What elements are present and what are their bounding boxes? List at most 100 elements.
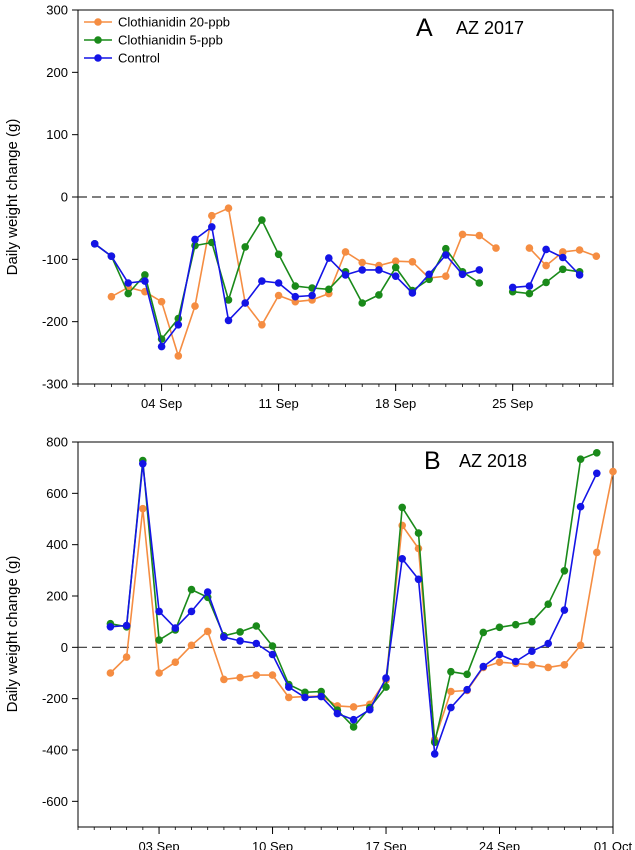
data-point-clothianidin-20-ppb (174, 352, 183, 360)
data-point-clothianidin-20-ppb (475, 231, 484, 240)
data-point-clothianidin-20-ppb (492, 244, 500, 252)
data-point-control (285, 683, 293, 691)
data-point-control (333, 709, 342, 718)
data-point-control (224, 316, 233, 325)
data-point-control (414, 575, 423, 584)
data-point-clothianidin-5-ppb (155, 636, 163, 644)
data-point-control (442, 251, 450, 259)
panel-a-x-tick-label: 25 Sep (492, 396, 533, 411)
data-point-clothianidin-5-ppb (442, 244, 450, 253)
data-point-clothianidin-5-ppb (398, 503, 407, 512)
data-point-control (241, 299, 249, 307)
panel-a-x-tick-label: 04 Sep (141, 396, 182, 411)
data-point-control (458, 270, 467, 279)
data-point-clothianidin-20-ppb (106, 669, 115, 677)
data-point-control (122, 621, 131, 630)
data-point-control (544, 639, 552, 648)
panel-a-y-axis-label: Daily weight change (g) (4, 119, 21, 276)
data-point-control (430, 750, 439, 758)
panel-b-x-tick-label: 10 Sep (252, 839, 293, 850)
panel-b-y-tick-label: 0 (61, 640, 68, 655)
data-point-control (141, 277, 149, 285)
panel-b-y-tick-label: 400 (46, 537, 68, 552)
data-point-control (341, 271, 350, 279)
data-point-control (252, 639, 261, 648)
data-point-clothianidin-20-ppb (528, 661, 536, 669)
data-point-clothianidin-20-ppb (544, 663, 552, 672)
data-point-control (155, 607, 163, 616)
data-point-clothianidin-20-ppb (258, 321, 266, 329)
data-point-clothianidin-5-ppb (241, 243, 249, 251)
data-point-control (157, 342, 166, 351)
panel-b-y-tick-label: -200 (42, 691, 68, 706)
series-line-clothianidin-5-ppb (94, 219, 480, 340)
panel-b-series-control (106, 460, 601, 758)
data-point-control (375, 266, 383, 274)
legend-label-clothianidin-20-ppb: Clothianidin 20-ppb (118, 15, 230, 30)
panel-a-title: AZ 2017 (456, 18, 524, 38)
data-point-control (274, 279, 283, 287)
panel-a-series-clothianidin-20-ppb (107, 204, 601, 360)
data-point-clothianidin-5-ppb (528, 617, 536, 626)
data-point-clothianidin-5-ppb (124, 289, 132, 298)
data-point-control (479, 662, 488, 671)
data-point-clothianidin-5-ppb (495, 623, 504, 632)
data-point-clothianidin-20-ppb (414, 544, 423, 553)
data-point-clothianidin-5-ppb (224, 296, 233, 304)
data-point-control (187, 607, 196, 616)
panel-b-x-tick-label: 17 Sep (365, 839, 406, 850)
data-point-clothianidin-20-ppb (268, 671, 277, 679)
legend-marker-control (94, 54, 102, 62)
data-point-clothianidin-5-ppb (252, 622, 261, 630)
data-point-control (220, 633, 228, 641)
data-point-clothianidin-5-ppb (511, 620, 520, 629)
data-point-control (528, 647, 536, 655)
data-point-control (366, 705, 374, 714)
data-point-clothianidin-20-ppb (187, 641, 196, 650)
data-point-clothianidin-20-ppb (442, 272, 450, 281)
data-point-clothianidin-5-ppb (141, 271, 149, 279)
panel-a-y-tick-label: 300 (46, 3, 68, 18)
panel-a-y-tick-label: 0 (61, 190, 68, 205)
panel-a-x-tick-label: 18 Sep (375, 396, 416, 411)
data-point-clothianidin-20-ppb (171, 658, 180, 666)
data-point-clothianidin-20-ppb (203, 627, 212, 636)
data-point-clothianidin-20-ppb (575, 246, 584, 254)
panel-b-series-clothianidin-20-ppb (106, 467, 617, 744)
data-point-clothianidin-5-ppb (187, 585, 196, 594)
data-point-clothianidin-20-ppb (495, 658, 504, 666)
data-point-control (308, 291, 316, 300)
panel-a-letter: A (416, 14, 433, 42)
data-point-clothianidin-5-ppb (391, 263, 400, 272)
data-point-clothianidin-20-ppb (252, 671, 261, 679)
data-point-clothianidin-5-ppb (542, 278, 550, 287)
data-point-control (171, 624, 180, 632)
panel-a-y-tick-label: 200 (46, 65, 68, 80)
data-point-clothianidin-5-ppb (375, 291, 383, 299)
data-point-clothianidin-5-ppb (475, 279, 484, 287)
data-point-clothianidin-5-ppb (593, 449, 601, 457)
panel-b-y-axis-label: Daily weight change (g) (4, 556, 21, 713)
panel-a-y-tick-label: 100 (46, 127, 68, 142)
data-point-control (107, 252, 116, 260)
data-point-control (593, 469, 601, 478)
data-point-clothianidin-5-ppb (414, 529, 423, 537)
data-point-clothianidin-20-ppb (274, 291, 283, 300)
data-point-clothianidin-20-ppb (157, 297, 166, 306)
data-point-clothianidin-20-ppb (447, 687, 455, 696)
data-point-clothianidin-20-ppb (576, 641, 585, 650)
data-point-clothianidin-20-ppb (559, 248, 567, 256)
data-point-control (463, 685, 471, 694)
data-point-control (525, 282, 534, 290)
panel-a-y-tick-label: -300 (42, 377, 68, 392)
data-point-control (495, 650, 504, 659)
data-point-clothianidin-5-ppb (325, 285, 333, 294)
data-point-control (559, 253, 567, 262)
data-point-control (408, 289, 417, 297)
data-point-clothianidin-5-ppb (463, 670, 471, 679)
panel-a-y-tick-label: -100 (42, 252, 68, 267)
legend-marker-clothianidin-20-ppb (94, 18, 102, 26)
data-point-clothianidin-5-ppb (258, 216, 266, 224)
data-point-clothianidin-20-ppb (408, 258, 417, 266)
